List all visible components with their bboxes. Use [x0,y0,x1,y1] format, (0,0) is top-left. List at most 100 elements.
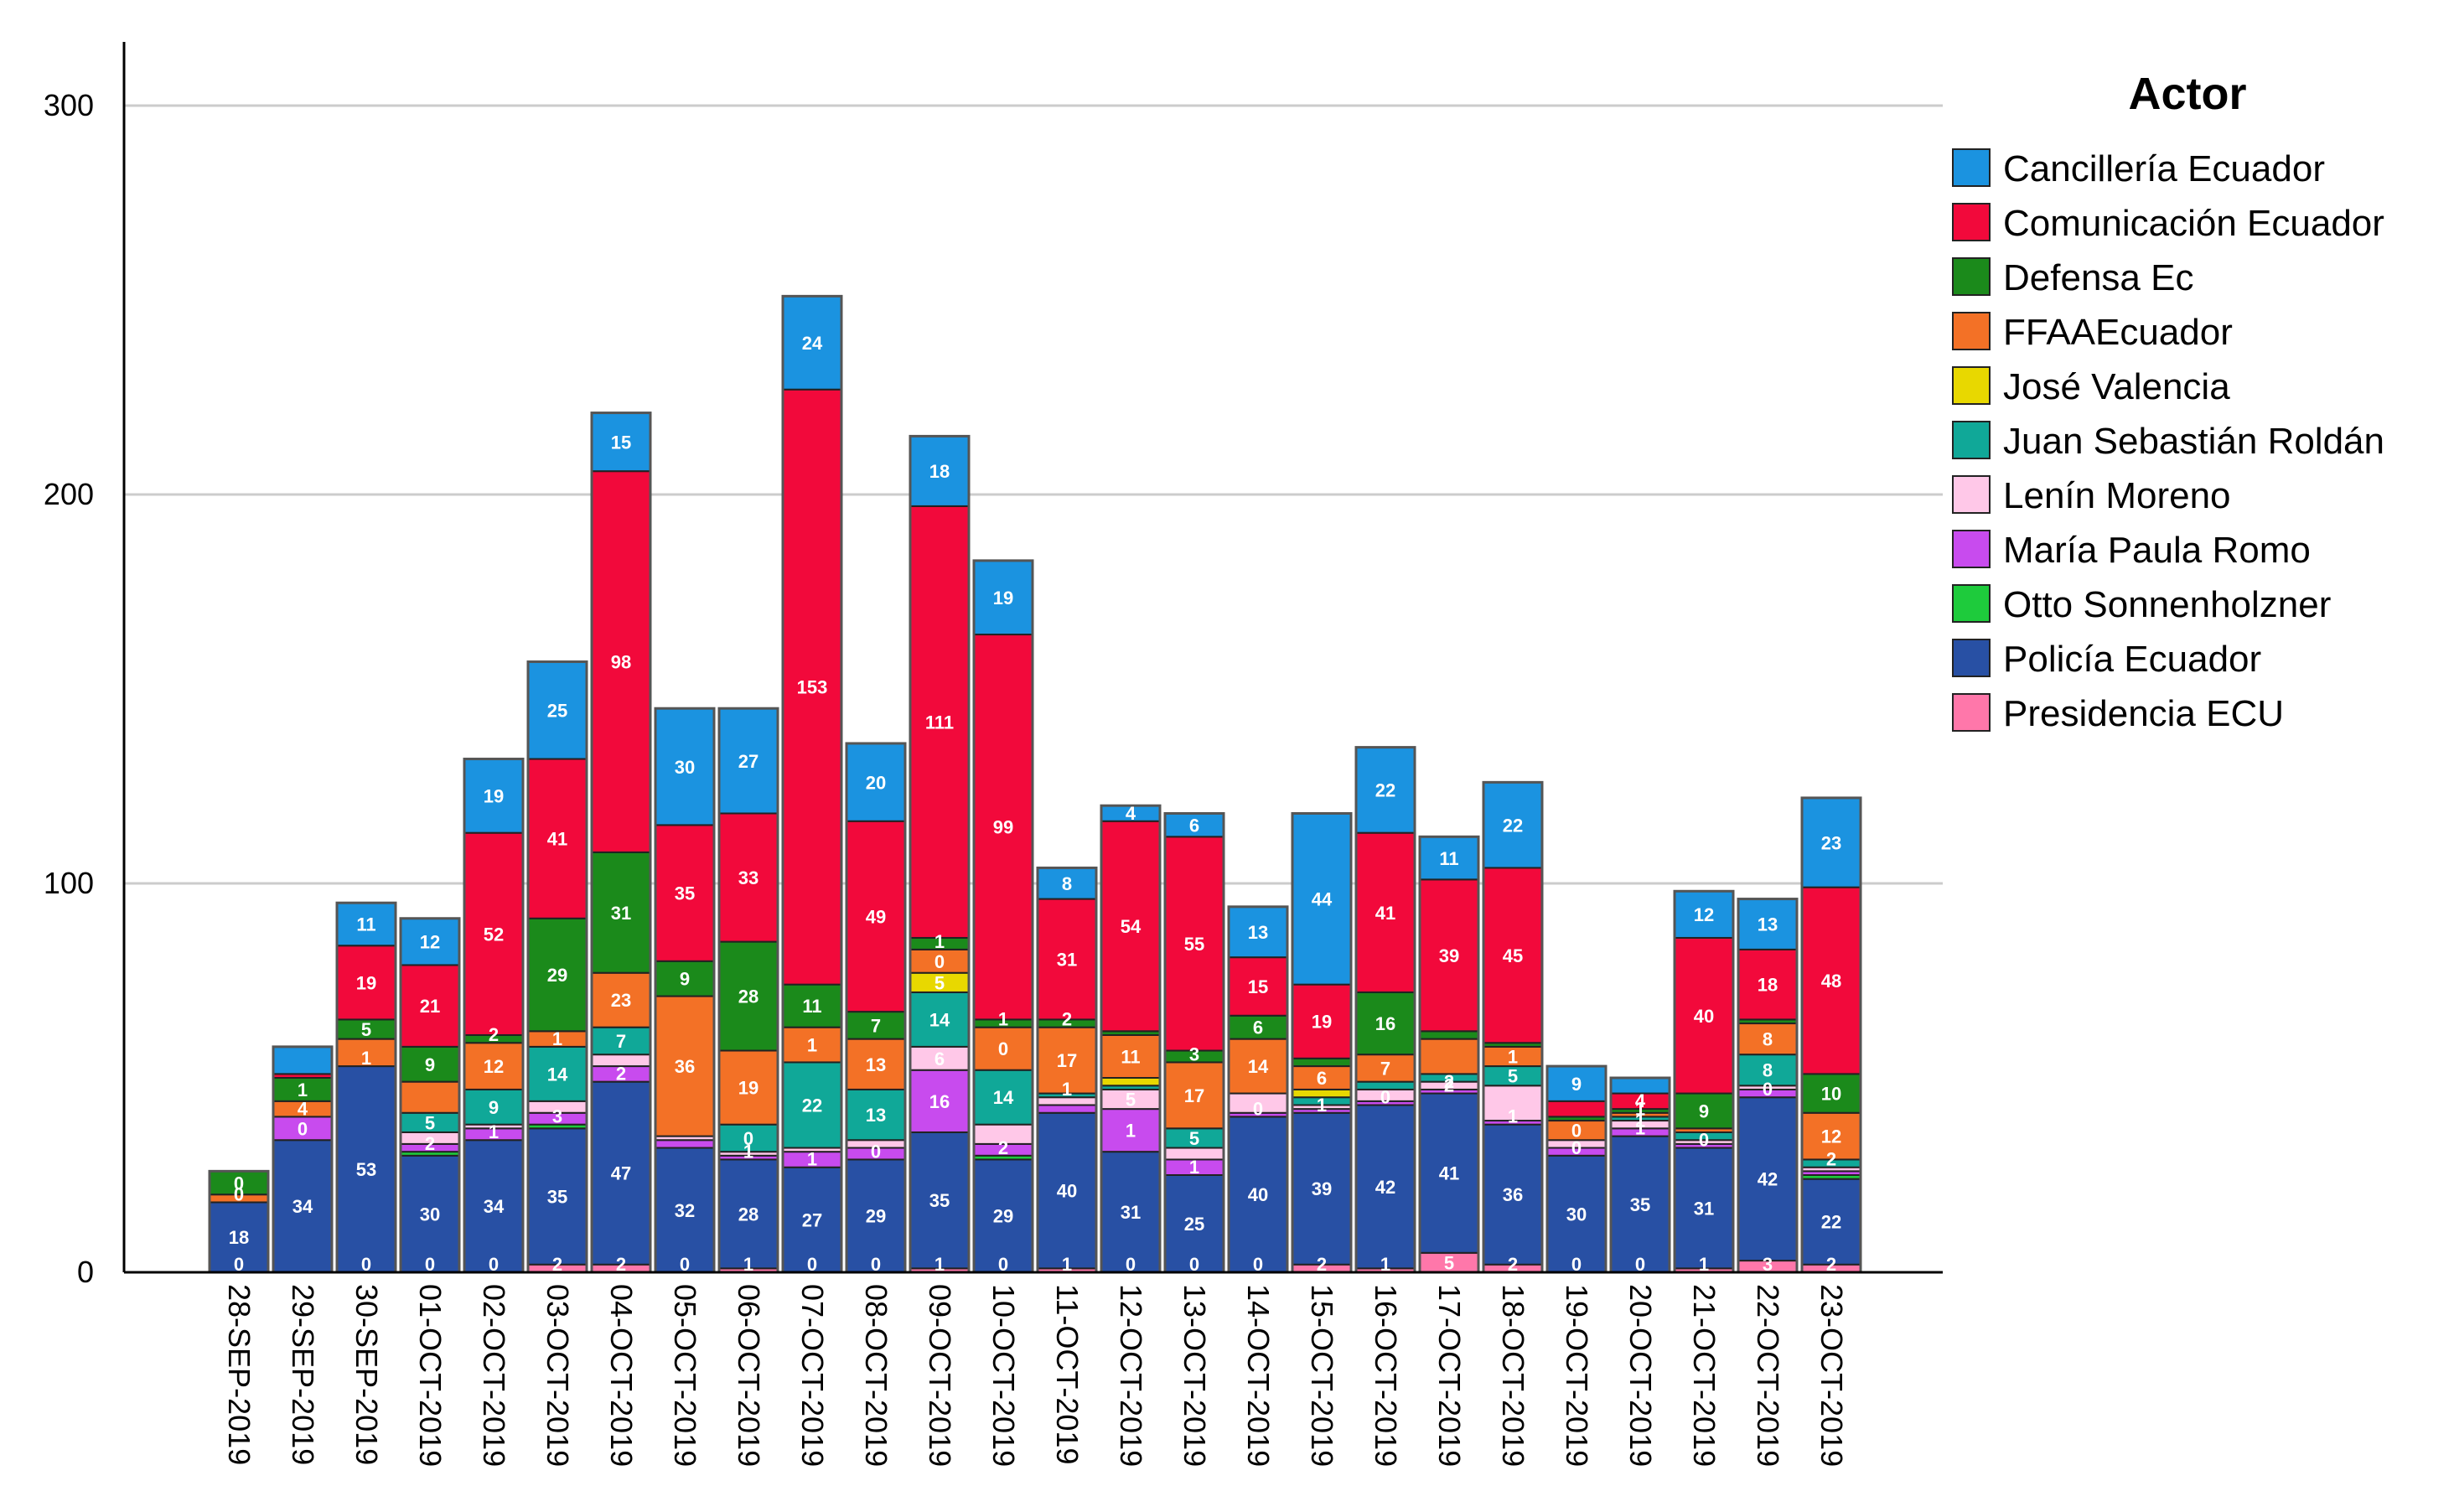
data-label: 14 [929,1009,950,1030]
bar-stack: 1 42 0 7 16 41 22 [1354,746,1416,1275]
data-label: 15 [1248,976,1268,997]
bar-segment-cancilleria-ecuador [846,742,906,822]
data-label: 3 [1189,1043,1199,1064]
data-label: 1 [807,1149,817,1170]
data-label: 23 [1821,832,1841,853]
bar-segment-cancilleria-ecuador [272,1045,333,1075]
data-label: 13 [1758,914,1778,935]
data-label: 14 [1248,1056,1269,1077]
data-label: 2 [1826,1149,1836,1170]
data-label: 33 [738,867,758,888]
bar-stack: 0 40 0 14 6 15 13 [1227,905,1289,1275]
x-tick-label: 13-OCT-2019 [1178,1284,1212,1467]
data-label: 3 [1763,1254,1773,1275]
data-label: 1 [934,1254,945,1275]
bar-segment-comunicacion-ecuador [782,388,842,986]
bar-segment-defensa-ec [655,960,715,997]
data-label: 35 [929,1190,950,1211]
bar-segment-comunicacion-ecuador [1292,983,1352,1059]
bars: 0180034041053151911030259211203419122521… [208,294,1862,1275]
data-label: 19 [738,1078,758,1099]
bar-segment-policia-ecuador [1610,1135,1670,1273]
data-label: 18 [1758,975,1778,996]
data-label: 2 [489,1024,499,1045]
bar-stack: 2 47 2 7 23 31 98 15 [590,412,652,1275]
bar-segment-policia-ecuador [655,1147,715,1274]
bar-stack: 2 39 1 6 19 44 [1291,811,1353,1275]
data-label: 0 [1380,1086,1390,1107]
data-label: 0 [489,1254,499,1275]
data-label: 6 [934,1049,945,1069]
data-label: 27 [802,1209,822,1230]
data-label: 5 [425,1112,435,1133]
legend-label: Comunicación Ecuador [2003,203,2384,244]
legend-item-lenin-moreno: Lenín Moreno [1952,475,2231,516]
x-tick-label: 07-OCT-2019 [795,1284,830,1467]
data-label: 3 [552,1106,562,1127]
x-axis-ticks: 28-SEP-2019 29-SEP-2019 30-SEP-2019 01-OCT-… [222,1284,1849,1467]
legend-label: Otto Sonnenholzner [2003,584,2331,625]
x-tick-label: 14-OCT-2019 [1241,1284,1276,1467]
data-label: 40 [1057,1181,1077,1202]
x-tick-label: 23-OCT-2019 [1815,1284,1849,1467]
bar-segment-policia-ecuador [527,1127,588,1266]
legend-item-presidencia-ecu: Presidencia ECU [1952,693,2284,734]
data-label: 1 [1126,1121,1136,1142]
data-label: 1 [1635,1110,1645,1131]
legend-label: Lenín Moreno [2003,475,2231,516]
data-label: 53 [356,1159,376,1180]
bar-segment-policia-ecuador [1419,1092,1479,1254]
bar-stack: 34 041 [272,1045,334,1274]
bar-segment-cancilleria-ecuador [1164,812,1224,838]
data-label: 34 [484,1196,505,1217]
legend-swatch [1952,203,1991,241]
data-label: 30 [1566,1204,1587,1225]
data-label: 11 [356,914,375,935]
bar-segment-policia-ecuador [1228,1116,1288,1274]
y-tick-label: 0 [77,1255,94,1289]
data-label: 15 [611,432,631,453]
legend: Actor Cancillería Ecuador Comunicación Ec… [1952,69,2384,734]
bar-segment-comunicacion-ecuador [909,505,970,939]
data-label: 99 [993,817,1013,838]
x-tick-label: 03-OCT-2019 [541,1284,575,1467]
bar-segment-policia-ecuador [846,1158,906,1273]
legend-swatch [1952,475,1991,514]
bar-segment-comunicacion-ecuador [1674,936,1734,1095]
data-label: 19 [484,786,504,807]
bar-segment-cancilleria-ecuador [400,917,460,966]
data-label: 16 [929,1091,950,1112]
bar-segment-cancilleria-ecuador [782,295,842,391]
data-label: 5 [1189,1128,1199,1149]
bar-segment-ffaaecuador [1419,1038,1479,1075]
bar-stack: 2 35 3 14 1 29 41 25 [526,660,588,1275]
bar-segment-juan-sebastian-roldan [782,1061,842,1149]
legend-item-comunicacion-ecuador: Comunicación Ecuador [1952,203,2384,244]
data-label: 29 [993,1206,1013,1227]
legend-label: FFAAEcuador [2003,312,2233,353]
data-label: 111 [925,712,954,733]
data-label: 0 [743,1128,753,1149]
x-tick-label: 20-OCT-2019 [1623,1284,1658,1467]
data-label: 29 [866,1206,886,1227]
data-label: 0 [1189,1254,1199,1275]
data-label: 49 [866,906,886,927]
legend-item-otto-sonnenholzner: Otto Sonnenholzner [1952,584,2331,625]
bar-stack: 1 40 1 17 2 31 8 [1036,866,1098,1275]
data-label: 13 [866,1054,886,1075]
data-label: 1 [1508,1046,1518,1067]
x-tick-label: 18-OCT-2019 [1496,1284,1530,1467]
data-label: 0 [1635,1254,1645,1275]
data-label: 0 [1126,1254,1136,1275]
data-label: 14 [993,1087,1014,1108]
data-label: 9 [680,969,690,990]
bar-segment-comunicacion-ecuador [400,964,460,1048]
x-tick-label: 05-OCT-2019 [668,1284,702,1467]
data-label: 41 [547,829,567,850]
data-label: 14 [547,1064,568,1085]
legend-item-ffaaecuador: FFAAEcuador [1952,312,2233,353]
bar-segment-policia-ecuador [909,1131,970,1270]
data-label: 41 [1439,1163,1459,1184]
